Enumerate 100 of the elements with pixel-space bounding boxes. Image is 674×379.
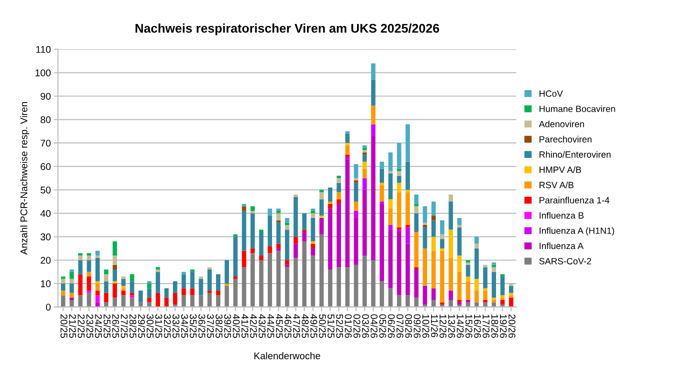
legend-label: Parechoviren: [540, 136, 592, 142]
bar: [406, 192, 410, 225]
bar: [422, 248, 428, 286]
bar: [362, 178, 367, 190]
bar: [147, 284, 152, 288]
bar: [396, 142, 402, 169]
bar: [354, 218, 358, 265]
x-tick-label: 14/26: [456, 314, 464, 338]
x-tick-label: 43/25: [258, 314, 266, 338]
bar: [483, 290, 488, 300]
bar: [190, 295, 195, 307]
bar: [112, 270, 117, 282]
x-tick-label: 51/25: [328, 314, 335, 338]
bar: [380, 281, 384, 307]
bar: [440, 234, 444, 240]
bar: [190, 288, 195, 296]
bar: [156, 267, 160, 270]
bar: [380, 185, 384, 202]
bar: [319, 192, 324, 200]
x-tick-label: 06/26: [388, 314, 396, 338]
bar: [156, 292, 160, 307]
legend-label: Rhino/Enteroviren: [540, 151, 611, 158]
bar: [396, 232, 402, 296]
bar: [207, 267, 212, 270]
bar: [380, 162, 384, 169]
bar: [182, 295, 186, 307]
x-tick-label: 30/25: [146, 314, 154, 338]
bar: [250, 253, 255, 307]
bar: [112, 264, 117, 270]
bar: [440, 302, 444, 305]
bar: [78, 295, 83, 307]
bar: [362, 168, 367, 178]
bar: [422, 206, 428, 223]
bar: [95, 281, 100, 284]
bar: [319, 199, 324, 216]
bar: [233, 236, 238, 277]
x-tick-label: 07/26: [396, 314, 404, 338]
bar: [396, 182, 402, 192]
y-tick-label: 50: [40, 186, 51, 194]
bar: [121, 290, 126, 296]
bar: [406, 295, 410, 307]
bar: [60, 278, 66, 284]
y-tick-label: 40: [40, 210, 51, 217]
x-tick-label: 50/25: [318, 314, 326, 338]
bar: [483, 300, 488, 302]
x-axis-title: Kalenderwoche: [254, 352, 320, 360]
bar: [224, 260, 229, 284]
bar: [284, 218, 290, 223]
bar: [354, 202, 358, 211]
bar: [492, 272, 496, 298]
bar: [406, 162, 410, 190]
bar: [457, 218, 462, 225]
x-tick-label: 42/25: [250, 314, 258, 338]
bar: [431, 250, 436, 288]
x-tick-label: 21/25: [69, 314, 76, 338]
bar: [310, 218, 316, 242]
bar: [396, 227, 402, 230]
y-tick-label: 80: [40, 116, 51, 124]
x-tick-label: 39/25: [224, 314, 232, 338]
bar: [362, 162, 367, 169]
bar: [336, 176, 341, 178]
bar: [328, 204, 332, 209]
bar: [345, 267, 350, 307]
x-tick-label: 12/26: [440, 314, 447, 338]
bar: [396, 168, 402, 172]
bar: [362, 154, 367, 162]
bar: [371, 80, 376, 106]
x-tick-label: 45/25: [276, 314, 284, 338]
bar: [492, 262, 496, 265]
bar: [302, 241, 307, 307]
bar: [284, 264, 290, 268]
bar: [431, 236, 436, 251]
bar: [474, 244, 479, 248]
bar: [302, 230, 307, 232]
x-tick-label: 29/25: [138, 314, 146, 338]
x-tick-label: 10/26: [422, 314, 430, 338]
bar: [60, 295, 66, 307]
bar: [388, 152, 393, 172]
bar: [414, 206, 419, 214]
bar: [250, 206, 255, 211]
bar: [362, 152, 367, 155]
bar: [440, 239, 444, 248]
bar: [310, 244, 316, 248]
bar: [78, 274, 83, 296]
bar: [380, 204, 384, 282]
bar: [422, 224, 428, 228]
bar: [448, 202, 453, 230]
bar: [371, 136, 376, 260]
bar: [371, 124, 376, 136]
legend-label: Influenza A (H1N1): [540, 227, 614, 236]
bar: [354, 164, 358, 178]
x-tick-label: 01/26: [344, 314, 352, 338]
bar: [508, 298, 514, 307]
bar: [130, 281, 134, 293]
bar: [474, 248, 479, 279]
x-tick-label: 35/25: [190, 314, 197, 338]
bar: [319, 234, 324, 307]
legend-label: Adenoviren: [538, 120, 584, 128]
bar: [259, 255, 264, 260]
x-tick-label: 19/26: [500, 314, 508, 338]
